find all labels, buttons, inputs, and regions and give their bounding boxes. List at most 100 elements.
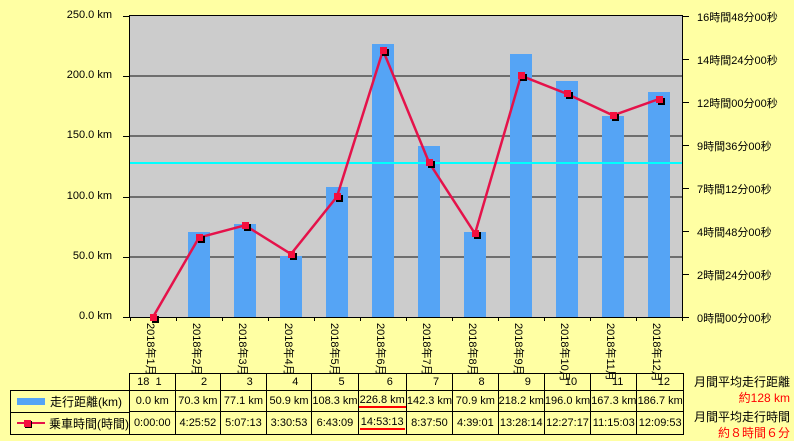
table-value-cell: 167.3 km [591,391,638,412]
table-value-cell: 13:28:14 [499,412,545,434]
legend-distance-label: 走行距離(km) [50,395,122,409]
table-header-cell: 11 [591,374,638,391]
right-axis-tick [683,188,689,189]
right-axis-tick-label: 14時間24分00秒 [697,55,778,67]
average-distance-label: 月間平均走行距離 [693,375,790,389]
table-value-cell: 8:37:50 [407,412,454,434]
x-axis-tick [590,317,591,321]
table-header-cell: 2 [175,374,222,391]
table-value-cell: 50.9 km [266,391,313,412]
distance-bar-swatch-icon [17,398,45,405]
time-data-marker [287,250,295,258]
average-distance-line [130,161,682,164]
gridline [130,255,682,258]
left-axis-tick-label: 150.0 km [66,129,112,142]
distance-bar [326,186,348,317]
x-axis-tick [406,317,407,321]
table-value-cell: 70.3 km [175,391,222,412]
table-value-cell: 77.1 km [221,391,267,412]
legend-time-label: 乗車時間(時間) [49,417,129,431]
time-data-marker [379,46,387,54]
distance-bar [464,231,486,317]
x-axis-tick [682,317,683,321]
table-value-cell: 3:30:53 [267,412,313,434]
distance-bar [372,43,394,317]
table-value-cell: 6:43:09 [312,412,359,434]
right-axis-tick [683,231,689,232]
right-axis-tick-label: 2時間24分00秒 [697,270,772,282]
right-axis-tick-label: 16時間48分00秒 [697,12,778,24]
time-data-marker [471,230,479,238]
legend-item-time: 乗車時間(時間) [11,413,129,434]
table-header-cell: 9 [498,374,545,391]
x-axis-tick [176,317,177,321]
time-line-series [151,46,660,318]
plot-area [123,15,689,321]
left-axis-tick [123,76,129,78]
average-time-label: 月間平均走行時間 [693,410,790,424]
table-header-cell: 4 [266,374,313,391]
time-data-marker [425,158,433,166]
right-axis-tick [683,317,689,318]
x-axis-tick [314,317,315,321]
table-header-cell: 18 1 [130,374,176,391]
gridline [130,195,682,198]
distance-bar [280,255,302,317]
left-axis-tick [123,317,129,318]
distance-bar [234,224,256,317]
right-axis-tick-label: 12時間00分00秒 [697,98,778,110]
distance-bar [510,54,532,317]
left-axis-tick-label: 100.0 km [66,189,112,202]
time-data-marker [655,95,663,103]
table-header-cell: 10 [544,374,592,391]
table-value-cell: 0.0 km [130,391,176,412]
legend-table: 走行距離(km) 乗車時間(時間) [10,390,130,435]
table-value-cell: 142.3 km [406,391,454,412]
table-value-cell: 218.2 km [498,391,545,412]
left-axis-tick-label: 0.0 km [78,310,112,322]
x-axis-tick [360,317,361,321]
right-axis-tick-label: 7時間12分00秒 [697,184,772,196]
time-data-marker [563,90,571,98]
table-value-cell: 11:15:03 [591,412,638,434]
x-axis-tick [636,317,637,321]
time-data-marker [241,221,249,229]
distance-bar [188,232,210,317]
x-axis-tick [452,317,453,321]
x-axis-tick [268,317,269,321]
x-axis-tick [498,317,499,321]
right-axis-tick-label: 9時間36分00秒 [697,141,772,153]
distance-bar [648,92,670,317]
table-value-cell: 0:00:00 [130,412,176,434]
table-value-cell: 196.0 km [544,391,592,412]
table-value-cell: 70.9 km [453,391,499,412]
average-distance-value: 約128 km [738,391,790,405]
x-axis-tick [544,317,545,321]
left-axis-tick [123,196,129,198]
time-data-marker [149,313,157,321]
table-header-cell: 12 [637,374,683,391]
time-data-marker [195,234,203,242]
left-axis-tick-label: 250.0 km [66,9,112,21]
average-time-value: 約８時間６分 [717,426,790,440]
x-axis-tick [130,317,131,321]
time-data-marker [517,72,525,80]
right-axis-tick-label: 0時間00分00秒 [697,313,772,325]
table-value-cell: 186.7 km [637,391,683,412]
x-axis-tick [222,317,223,321]
table-value-cell: 12:09:53 [638,417,682,429]
table-header-cell: 5 [312,374,359,391]
table-value-cell: 14:53:13 [359,412,407,434]
time-line-swatch-icon [17,419,45,428]
table-value-cell: 108.3 km [312,391,359,412]
monthly-average-summary: 月間平均走行距離 約128 km 月間平均走行時間 約８時間６分 [676,374,790,441]
table-header-cell: 3 [221,374,267,391]
right-axis-tick [683,274,689,275]
time-data-marker [609,111,617,119]
distance-bar [418,145,440,317]
table-value-cell: 5:07:13 [221,412,267,434]
left-axis-tick-label: 50.0 km [72,249,112,262]
distance-bar [602,115,624,317]
time-data-marker [333,193,341,201]
